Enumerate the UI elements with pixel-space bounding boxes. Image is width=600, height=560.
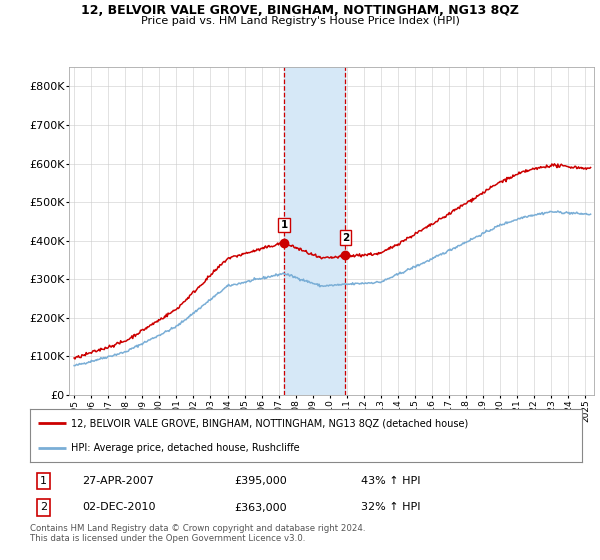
Text: 43% ↑ HPI: 43% ↑ HPI [361,476,421,486]
Text: 32% ↑ HPI: 32% ↑ HPI [361,502,421,512]
Text: 12, BELVOIR VALE GROVE, BINGHAM, NOTTINGHAM, NG13 8QZ (detached house): 12, BELVOIR VALE GROVE, BINGHAM, NOTTING… [71,418,469,428]
Text: Price paid vs. HM Land Registry's House Price Index (HPI): Price paid vs. HM Land Registry's House … [140,16,460,26]
Text: HPI: Average price, detached house, Rushcliffe: HPI: Average price, detached house, Rush… [71,442,300,452]
Text: 12, BELVOIR VALE GROVE, BINGHAM, NOTTINGHAM, NG13 8QZ: 12, BELVOIR VALE GROVE, BINGHAM, NOTTING… [81,4,519,17]
Text: £363,000: £363,000 [234,502,287,512]
Text: 02-DEC-2010: 02-DEC-2010 [82,502,156,512]
Text: 1: 1 [40,476,47,486]
Text: 2: 2 [342,232,349,242]
Text: 2: 2 [40,502,47,512]
Text: 1: 1 [280,220,288,230]
Bar [284,67,346,395]
Text: 27-APR-2007: 27-APR-2007 [82,476,154,486]
Text: £395,000: £395,000 [234,476,287,486]
Text: Contains HM Land Registry data © Crown copyright and database right 2024.
This d: Contains HM Land Registry data © Crown c… [30,524,365,543]
